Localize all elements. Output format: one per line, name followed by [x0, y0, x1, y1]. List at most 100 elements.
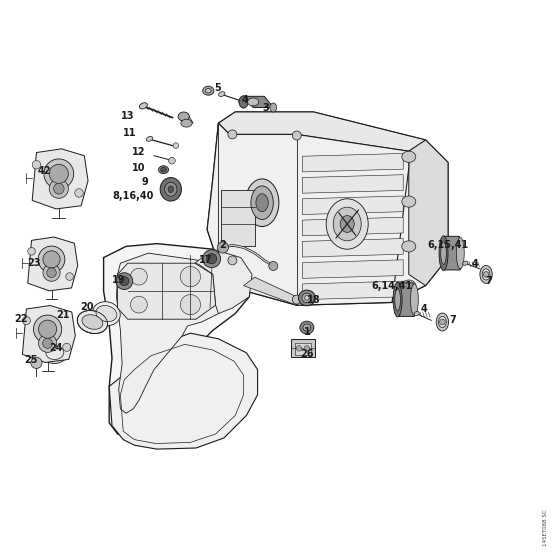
Text: 20: 20	[80, 302, 94, 312]
Ellipse shape	[436, 313, 449, 331]
Polygon shape	[302, 153, 403, 172]
Polygon shape	[218, 112, 426, 151]
Circle shape	[130, 296, 147, 313]
Circle shape	[39, 334, 57, 352]
Circle shape	[239, 98, 245, 105]
Ellipse shape	[41, 342, 68, 363]
Text: 1: 1	[304, 326, 310, 337]
Text: 145ET088 SC: 145ET088 SC	[543, 510, 548, 546]
Circle shape	[203, 250, 221, 268]
Text: 21: 21	[56, 310, 69, 320]
Polygon shape	[207, 112, 448, 305]
Text: 7: 7	[485, 276, 492, 286]
Ellipse shape	[463, 261, 468, 265]
Text: 22: 22	[15, 314, 28, 324]
Circle shape	[228, 256, 237, 265]
Bar	[291, 339, 315, 357]
Polygon shape	[179, 116, 193, 123]
Circle shape	[28, 248, 35, 255]
Text: 23: 23	[27, 258, 40, 268]
Polygon shape	[32, 149, 88, 209]
Text: 6,14,41: 6,14,41	[371, 281, 413, 291]
Polygon shape	[302, 196, 403, 214]
Circle shape	[483, 272, 489, 277]
Polygon shape	[302, 260, 403, 278]
Circle shape	[130, 268, 147, 285]
Ellipse shape	[439, 236, 448, 270]
Text: 2: 2	[220, 240, 226, 250]
Polygon shape	[244, 96, 273, 108]
Polygon shape	[116, 253, 232, 413]
Ellipse shape	[410, 284, 418, 315]
Ellipse shape	[161, 167, 166, 172]
Circle shape	[217, 242, 228, 253]
Text: 11: 11	[123, 128, 137, 138]
Circle shape	[180, 267, 200, 287]
Ellipse shape	[395, 288, 400, 311]
Ellipse shape	[77, 310, 108, 334]
Ellipse shape	[158, 166, 169, 174]
Ellipse shape	[480, 265, 492, 283]
Circle shape	[43, 338, 53, 348]
Ellipse shape	[303, 324, 311, 332]
Ellipse shape	[92, 302, 120, 325]
Ellipse shape	[340, 216, 354, 232]
Text: 4: 4	[421, 304, 428, 314]
Polygon shape	[302, 175, 403, 193]
Text: 8,16,40: 8,16,40	[113, 191, 154, 201]
Circle shape	[38, 246, 65, 273]
Circle shape	[32, 161, 41, 169]
Ellipse shape	[256, 194, 268, 212]
Ellipse shape	[302, 293, 312, 302]
Ellipse shape	[438, 316, 446, 328]
Polygon shape	[28, 237, 78, 291]
Circle shape	[63, 343, 71, 351]
Ellipse shape	[245, 179, 279, 227]
Polygon shape	[302, 281, 403, 300]
Circle shape	[44, 159, 74, 189]
Ellipse shape	[248, 98, 259, 106]
Circle shape	[22, 316, 30, 325]
Text: 4: 4	[242, 95, 249, 105]
Ellipse shape	[298, 290, 315, 306]
Ellipse shape	[402, 280, 416, 291]
Circle shape	[120, 277, 129, 286]
Ellipse shape	[402, 196, 416, 207]
Circle shape	[292, 131, 301, 140]
Circle shape	[228, 130, 237, 139]
Circle shape	[43, 264, 60, 281]
Ellipse shape	[82, 315, 103, 329]
Ellipse shape	[270, 103, 277, 112]
Polygon shape	[22, 306, 76, 362]
Polygon shape	[104, 244, 252, 437]
Ellipse shape	[441, 242, 446, 264]
Circle shape	[116, 273, 133, 290]
Polygon shape	[195, 249, 252, 314]
Ellipse shape	[300, 321, 314, 334]
Bar	[221, 190, 255, 246]
Circle shape	[440, 319, 445, 325]
Ellipse shape	[239, 96, 248, 108]
Polygon shape	[398, 283, 414, 316]
Text: 4: 4	[472, 259, 478, 269]
Ellipse shape	[326, 199, 368, 249]
Circle shape	[304, 346, 310, 351]
Ellipse shape	[456, 237, 464, 269]
Ellipse shape	[218, 92, 225, 96]
Circle shape	[34, 315, 62, 343]
Circle shape	[39, 320, 57, 338]
Text: 10: 10	[132, 163, 146, 173]
Circle shape	[292, 295, 301, 304]
Circle shape	[296, 346, 302, 351]
Text: 25: 25	[24, 354, 38, 365]
Polygon shape	[207, 123, 409, 305]
Circle shape	[49, 164, 68, 184]
Ellipse shape	[165, 183, 177, 197]
Circle shape	[269, 262, 278, 270]
Text: 18: 18	[307, 295, 320, 305]
Ellipse shape	[402, 151, 416, 162]
Text: 24: 24	[49, 343, 63, 353]
Text: 12: 12	[132, 147, 146, 157]
Polygon shape	[109, 333, 258, 449]
Ellipse shape	[181, 119, 192, 127]
